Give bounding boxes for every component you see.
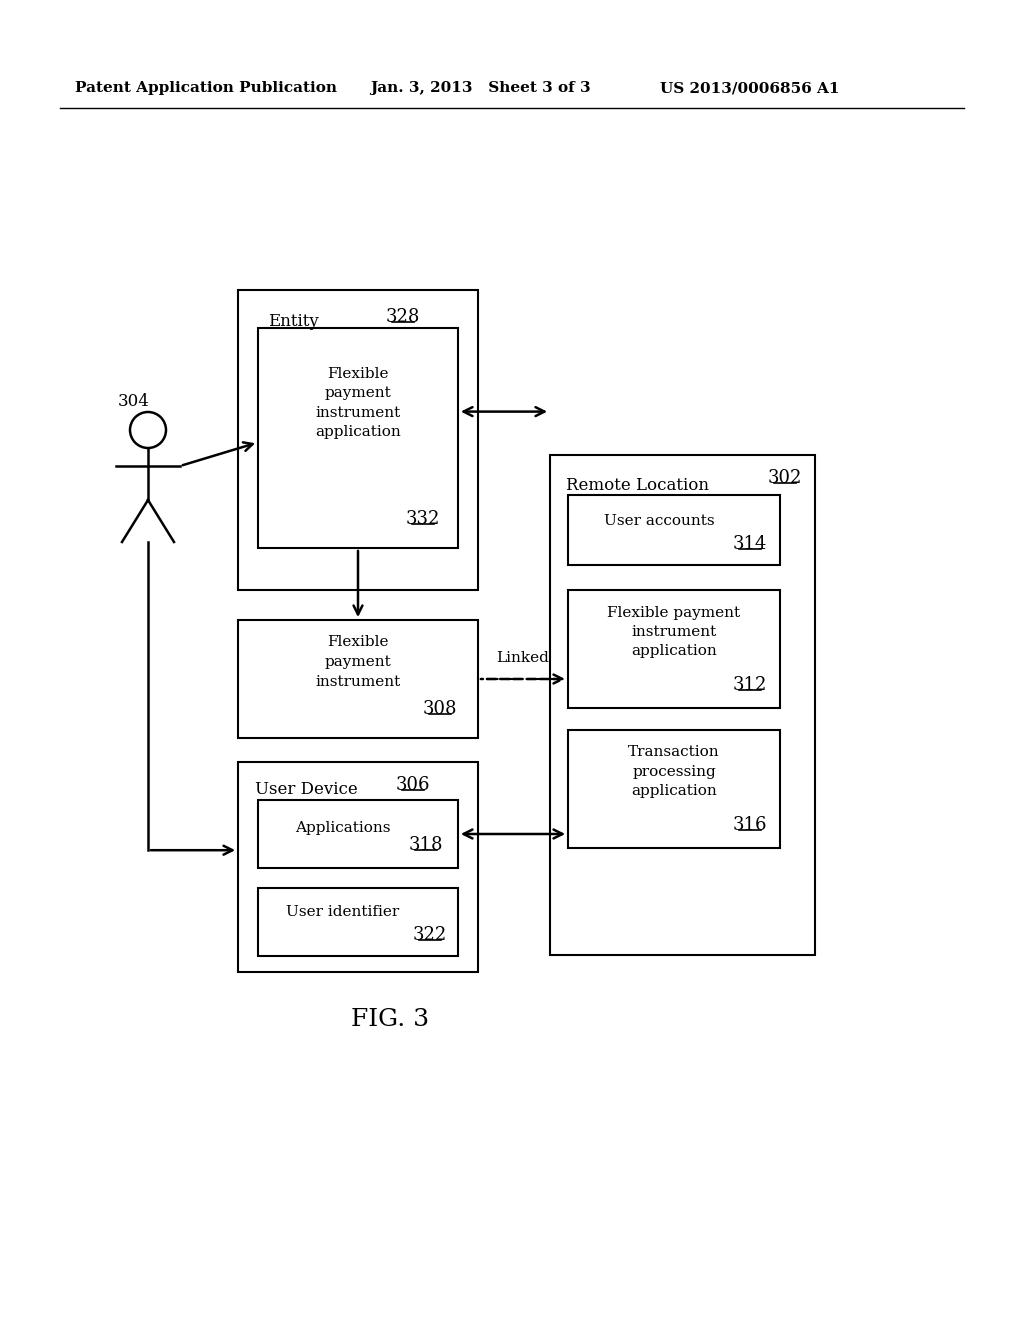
Text: 306: 306 [395,776,430,795]
Text: Patent Application Publication: Patent Application Publication [75,81,337,95]
Bar [568,590,780,708]
Text: US 2013/0006856 A1: US 2013/0006856 A1 [660,81,840,95]
Bar [238,762,478,972]
Text: 318: 318 [409,836,443,854]
Text: Transaction
processing
application: Transaction processing application [628,746,720,799]
Text: User identifier: User identifier [287,906,399,919]
Text: 332: 332 [406,510,440,528]
Text: 302: 302 [768,469,802,487]
Text: Entity: Entity [267,314,318,330]
Text: User accounts: User accounts [604,513,715,528]
Text: Linked: Linked [497,651,550,665]
Bar [258,800,458,869]
Text: Jan. 3, 2013   Sheet 3 of 3: Jan. 3, 2013 Sheet 3 of 3 [370,81,591,95]
Text: Remote Location: Remote Location [566,477,710,494]
Bar [568,495,780,565]
Bar [568,730,780,847]
Bar [550,455,815,954]
Bar [238,620,478,738]
Text: 308: 308 [423,700,458,718]
Text: 304: 304 [118,393,150,411]
Text: 322: 322 [413,927,447,944]
Bar [238,290,478,590]
Text: User Device: User Device [255,781,357,799]
Text: FIG. 3: FIG. 3 [351,1008,429,1031]
Text: 314: 314 [733,535,767,553]
Text: 316: 316 [733,816,767,834]
Bar [258,888,458,956]
Text: 312: 312 [733,676,767,694]
Text: Flexible payment
instrument
application: Flexible payment instrument application [607,606,740,659]
Text: Flexible
payment
instrument: Flexible payment instrument [315,635,400,689]
Text: Applications: Applications [295,821,391,836]
Bar [258,327,458,548]
Text: 328: 328 [386,308,420,326]
Text: Flexible
payment
instrument
application: Flexible payment instrument application [315,367,400,440]
